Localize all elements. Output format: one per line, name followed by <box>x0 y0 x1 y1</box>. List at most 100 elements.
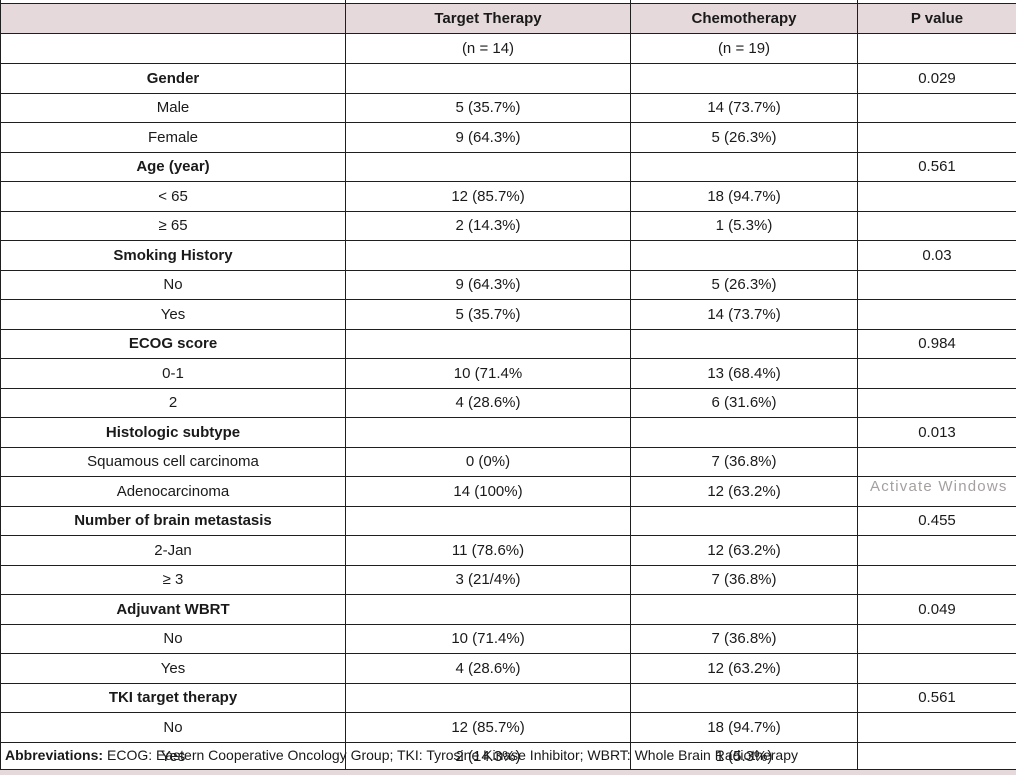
p-value-cell <box>857 623 1016 654</box>
subheader-empty-cell <box>0 33 346 64</box>
abbreviations-note: Abbreviations: ECOG: Eastern Cooperative … <box>5 747 798 763</box>
target-therapy-cell: 5 (35.7%) <box>345 299 631 330</box>
next-table-header-edge <box>0 769 1016 775</box>
header-empty-cell <box>0 3 346 34</box>
chemotherapy-cell: 1 (5.3%) <box>630 210 858 241</box>
chemotherapy-cell: 14 (73.7%) <box>630 92 858 123</box>
table-row: Female 9 (64.3%) 5 (26.3%) <box>0 122 1016 153</box>
row-label-cell: Female <box>0 122 346 153</box>
row-label-cell: Gender <box>0 63 346 94</box>
target-therapy-cell: 11 (78.6%) <box>345 535 631 566</box>
row-label-cell: No <box>0 712 346 743</box>
chemotherapy-cell <box>630 682 858 713</box>
target-therapy-cell <box>345 63 631 94</box>
p-value-cell: 0.984 <box>857 328 1016 359</box>
row-label-cell: No <box>0 269 346 300</box>
target-therapy-cell <box>345 417 631 448</box>
table-row: 2-Jan 11 (78.6%) 12 (63.2%) <box>0 535 1016 566</box>
table-row: Number of brain metastasis 0.455 <box>0 505 1016 536</box>
p-value-cell: 0.013 <box>857 417 1016 448</box>
table-body: Gender 0.029 Male 5 (35.7%) 14 (73.7%) Female… <box>0 63 1016 772</box>
p-value-cell: 0.049 <box>857 594 1016 625</box>
row-label-cell: Adenocarcinoma <box>0 476 346 507</box>
p-value-cell <box>857 181 1016 212</box>
chemotherapy-cell: 13 (68.4%) <box>630 358 858 389</box>
row-label-cell: No <box>0 623 346 654</box>
row-label-cell: Male <box>0 92 346 123</box>
table-row: Gender 0.029 <box>0 63 1016 94</box>
p-value-cell: 0.029 <box>857 63 1016 94</box>
table-row: TKI target therapy 0.561 <box>0 682 1016 713</box>
target-therapy-cell <box>345 240 631 271</box>
p-value-cell <box>857 653 1016 684</box>
target-therapy-cell: 2 (14.3%) <box>345 741 631 772</box>
table-row: Histologic subtype 0.013 <box>0 417 1016 448</box>
abbreviations-label: Abbreviations: <box>5 747 104 763</box>
chemotherapy-cell: 5 (26.3%) <box>630 122 858 153</box>
table-row: ECOG score 0.984 <box>0 328 1016 359</box>
chemotherapy-cell: 7 (36.8%) <box>630 623 858 654</box>
target-therapy-cell <box>345 682 631 713</box>
table-row: Squamous cell carcinoma 0 (0%) 7 (36.8%) <box>0 446 1016 477</box>
p-value-cell: 0.561 <box>857 151 1016 182</box>
chemotherapy-cell <box>630 417 858 448</box>
p-value-cell <box>857 387 1016 418</box>
row-label-cell: Yes <box>0 653 346 684</box>
target-therapy-cell: 3 (21/4%) <box>345 564 631 595</box>
target-therapy-cell: 9 (64.3%) <box>345 269 631 300</box>
target-therapy-cell <box>345 594 631 625</box>
row-label-cell: 0-1 <box>0 358 346 389</box>
p-value-cell <box>857 535 1016 566</box>
table-row: Yes 4 (28.6%) 12 (63.2%) <box>0 653 1016 684</box>
table-row: No 9 (64.3%) 5 (26.3%) <box>0 269 1016 300</box>
subheader-p-empty <box>857 33 1016 64</box>
table-row: No 12 (85.7%) 18 (94.7%) <box>0 712 1016 743</box>
header-p-value: P value <box>857 3 1016 34</box>
chemotherapy-cell: 14 (73.7%) <box>630 299 858 330</box>
row-label-cell: Age (year) <box>0 151 346 182</box>
target-therapy-cell: 14 (100%) <box>345 476 631 507</box>
target-therapy-cell: 12 (85.7%) <box>345 181 631 212</box>
row-label-cell: 2-Jan <box>0 535 346 566</box>
target-therapy-cell: 0 (0%) <box>345 446 631 477</box>
p-value-cell <box>857 741 1016 772</box>
chemotherapy-cell: 18 (94.7%) <box>630 181 858 212</box>
p-value-cell <box>857 92 1016 123</box>
subheader-row: (n = 14) (n = 19) <box>0 33 1016 64</box>
target-therapy-cell: 4 (28.6%) <box>345 653 631 684</box>
p-value-cell: 0.561 <box>857 682 1016 713</box>
table-row: Age (year) 0.561 <box>0 151 1016 182</box>
p-value-cell <box>857 564 1016 595</box>
row-label-cell: Histologic subtype <box>0 417 346 448</box>
chemotherapy-cell: 12 (63.2%) <box>630 535 858 566</box>
row-label-cell: ≥ 3 <box>0 564 346 595</box>
target-therapy-cell: 9 (64.3%) <box>345 122 631 153</box>
chemotherapy-cell: 12 (63.2%) <box>630 476 858 507</box>
table-row: Smoking History 0.03 <box>0 240 1016 271</box>
row-label-cell: < 65 <box>0 181 346 212</box>
p-value-cell <box>857 299 1016 330</box>
p-value-cell <box>857 712 1016 743</box>
chemotherapy-cell: 12 (63.2%) <box>630 653 858 684</box>
p-value-cell <box>857 358 1016 389</box>
table-row: < 65 12 (85.7%) 18 (94.7%) <box>0 181 1016 212</box>
row-label-cell: Squamous cell carcinoma <box>0 446 346 477</box>
table-row: Male 5 (35.7%) 14 (73.7%) <box>0 92 1016 123</box>
chemotherapy-cell: 7 (36.8%) <box>630 446 858 477</box>
target-therapy-cell: 12 (85.7%) <box>345 712 631 743</box>
row-label-cell: Number of brain metastasis <box>0 505 346 536</box>
table-row: Adjuvant WBRT 0.049 <box>0 594 1016 625</box>
table-row: Yes 5 (35.7%) 14 (73.7%) <box>0 299 1016 330</box>
chemotherapy-cell: 5 (26.3%) <box>630 269 858 300</box>
row-label-cell: Adjuvant WBRT <box>0 594 346 625</box>
target-therapy-cell <box>345 151 631 182</box>
abbreviations-text: ECOG: Eastern Cooperative Oncology Group… <box>107 747 799 763</box>
row-label-cell: Smoking History <box>0 240 346 271</box>
row-label-cell: ≥ 65 <box>0 210 346 241</box>
header-chemotherapy: Chemotherapy <box>630 3 858 34</box>
target-therapy-cell <box>345 505 631 536</box>
target-therapy-cell: 2 (14.3%) <box>345 210 631 241</box>
target-therapy-cell: 4 (28.6%) <box>345 387 631 418</box>
